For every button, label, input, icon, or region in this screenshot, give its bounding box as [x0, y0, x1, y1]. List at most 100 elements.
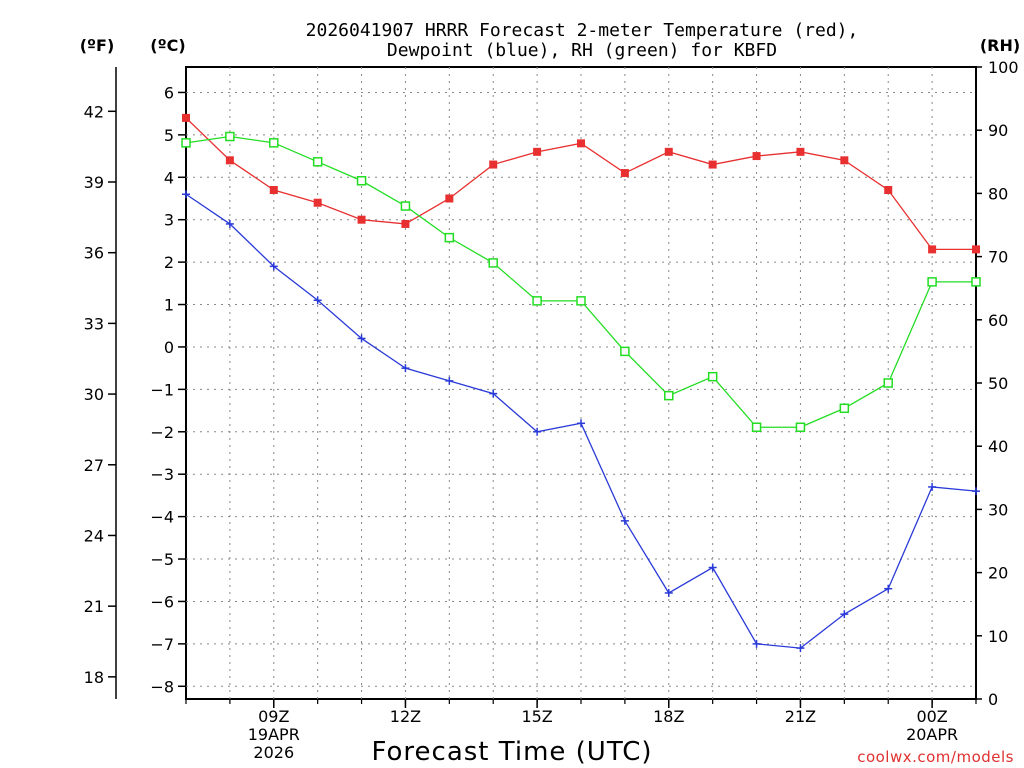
celsius-tick-label: −6 [150, 592, 174, 611]
temperature-point [577, 139, 585, 148]
celsius-tick-label: −4 [150, 508, 174, 527]
fahrenheit-axis-label: (ºF) [80, 36, 115, 55]
time-tick-label: 12Z [390, 707, 421, 726]
rh-point [225, 131, 235, 142]
celsius-tick-label: 0 [164, 338, 174, 357]
rh-tick-label: 10 [988, 627, 1008, 646]
fahrenheit-tick-label: 27 [84, 456, 104, 475]
rh-tick-label: 20 [988, 564, 1008, 583]
celsius-tick-label: 2 [164, 253, 174, 272]
celsius-tick-label: 3 [164, 211, 174, 230]
temperature-point [796, 147, 805, 156]
temperature-point [708, 160, 717, 169]
temperature-point [357, 215, 366, 224]
fahrenheit-tick-label: 18 [84, 668, 104, 687]
dewpoint-point [489, 389, 498, 398]
celsius-tick-label: −3 [150, 465, 174, 484]
rh-point [444, 232, 455, 243]
temperature-point [269, 186, 278, 195]
temperature-point [225, 156, 234, 165]
temperature-point [884, 186, 893, 195]
dewpoint-point [620, 516, 629, 525]
rh-tick-label: 60 [988, 311, 1008, 330]
rh-tick-label: 80 [988, 184, 1008, 203]
fahrenheit-tick-label: 30 [84, 385, 104, 404]
temperature-point [401, 219, 410, 228]
dewpoint-point [313, 296, 322, 305]
time-tick-label: 18Z [653, 707, 684, 726]
celsius-tick-label: 5 [164, 126, 174, 145]
celsius-tick-label: −8 [150, 677, 174, 696]
chart-title-line2: Dewpoint (blue), RH (green) for KBFD [387, 40, 777, 61]
rh-point [488, 258, 498, 268]
rh-tick-label: 70 [988, 248, 1008, 267]
temperature-point [533, 147, 542, 156]
dewpoint-point [445, 376, 454, 385]
celsius-tick-label: −7 [150, 635, 174, 654]
fahrenheit-tick-label: 42 [84, 102, 104, 121]
time-tick-label: 2026 [253, 743, 294, 762]
x-axis-title: Forecast Time (UTC) [371, 737, 652, 767]
celsius-tick-label: −5 [150, 550, 174, 569]
dewpoint-point [840, 610, 849, 619]
rh-tick-label: 50 [988, 374, 1008, 393]
celsius-tick-label: 1 [164, 296, 174, 315]
dewpoint-point [533, 427, 542, 436]
rh-point [576, 296, 586, 306]
temperature-point [664, 147, 673, 156]
rh-point [181, 138, 191, 148]
temperature-point [182, 113, 190, 122]
celsius-axis: 6 5 4 3 2 1 0 −1 −2 −3 −4 −5 −6 −7 −8 [150, 83, 186, 696]
celsius-tick-label: 6 [164, 83, 174, 102]
rh-point [356, 176, 367, 186]
fahrenheit-axis: 42 39 36 33 30 27 24 21 18 [84, 102, 116, 687]
rh-tick-label: 30 [988, 500, 1008, 519]
fahrenheit-tick-label: 33 [84, 314, 104, 333]
rh-point [839, 403, 850, 414]
rh-tick-label: 90 [988, 121, 1008, 140]
rh-point [532, 296, 542, 306]
rh-point [927, 277, 937, 287]
rh-point [707, 371, 718, 382]
credit-link[interactable]: coolwx.com/models [857, 748, 1014, 766]
dewpoint-point [357, 334, 366, 343]
dewpoint-point [664, 588, 673, 597]
temperature-point [489, 160, 498, 169]
rh-axis-label: (RH) [980, 36, 1020, 55]
dewpoint-point [928, 482, 937, 491]
temperature-point [620, 169, 629, 178]
dewpoint-point [401, 364, 410, 373]
fahrenheit-tick-label: 21 [84, 597, 104, 616]
rh-point [971, 277, 981, 287]
rh-point [751, 422, 762, 432]
rh-tick-label: 100 [988, 58, 1019, 77]
series-layer [181, 113, 981, 653]
fahrenheit-tick-label: 24 [84, 526, 104, 545]
temperature-point [928, 245, 937, 254]
rh-point [664, 390, 674, 401]
temperature-point [752, 152, 761, 161]
rh-point [795, 422, 806, 432]
time-tick-label: 15Z [521, 707, 552, 726]
dewpoint-point [708, 563, 717, 572]
rh-point [400, 201, 411, 211]
dewpoint-point [972, 487, 980, 496]
dewpoint-point [796, 644, 805, 653]
temperature-point [313, 198, 322, 207]
time-tick-label: 20APR [906, 725, 958, 744]
rh-tick-label: 40 [988, 437, 1008, 456]
rh-point [312, 157, 323, 167]
time-tick-label: 00Z [916, 707, 947, 726]
chart-title-line1: 2026041907 HRRR Forecast 2-meter Tempera… [306, 20, 859, 41]
dewpoint-point [577, 419, 585, 428]
temperature-point [840, 156, 849, 165]
fahrenheit-tick-label: 39 [84, 173, 104, 192]
rh-point [883, 378, 893, 388]
temperature-point [972, 245, 980, 254]
fahrenheit-tick-label: 36 [84, 244, 104, 263]
time-tick-label: 21Z [785, 707, 816, 726]
dewpoint-point [225, 219, 234, 228]
